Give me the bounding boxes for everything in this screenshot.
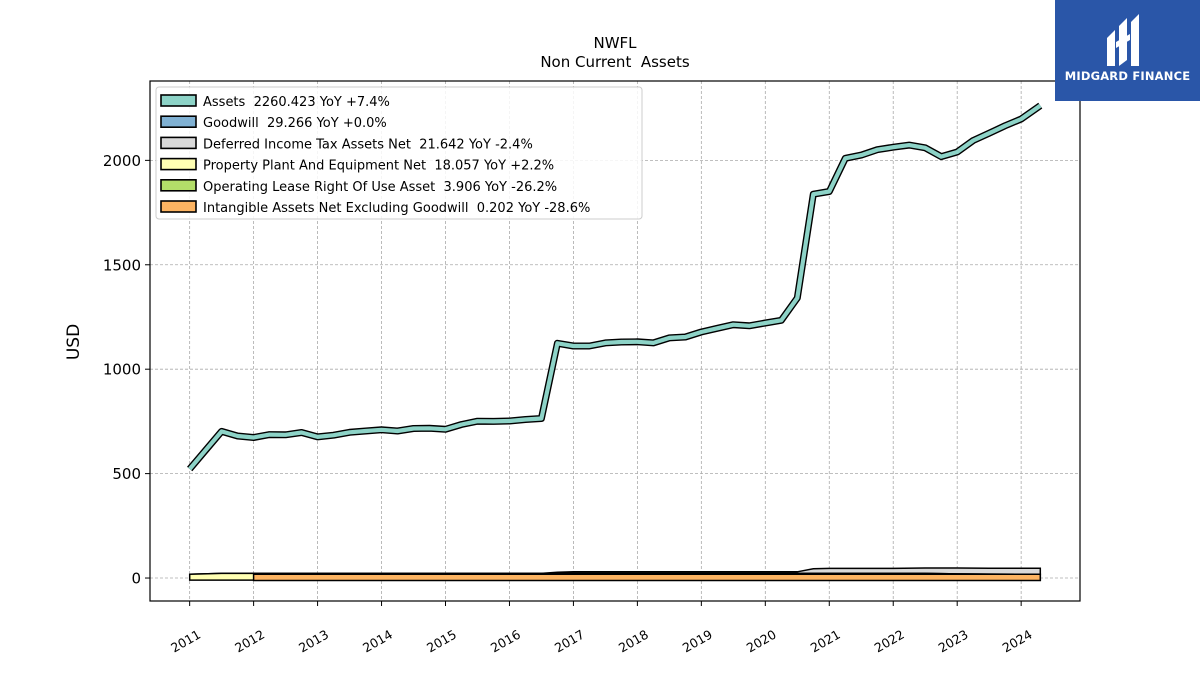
series-line-assets (188, 103, 1042, 471)
x-tick-label: 2014 (360, 627, 395, 656)
x-tick-label: 2017 (552, 627, 587, 656)
chart-subtitle: Non Current Assets (540, 53, 690, 71)
x-tick-label: 2012 (232, 627, 267, 656)
x-tick-label: 2011 (168, 627, 203, 656)
x-tick-label: 2021 (808, 627, 843, 656)
legend-swatch (160, 179, 197, 192)
plot-frame (149, 80, 1081, 602)
x-tick-label: 2024 (1000, 627, 1035, 656)
legend-label: Deferred Income Tax Assets Net 21.642 Yo… (203, 137, 533, 152)
x-tick-label: 2020 (744, 627, 779, 656)
x-tick-label: 2023 (936, 627, 971, 656)
x-tick-label: 2013 (296, 627, 331, 656)
y-tick-label: 1000 (103, 361, 141, 379)
stacked-areas (188, 567, 1042, 582)
legend-label: Property Plant And Equipment Net 18.057 … (203, 159, 554, 174)
legend-label: Goodwill 29.266 YoY +0.0% (203, 116, 387, 131)
midgard-logo-icon (1107, 14, 1139, 66)
x-tick-label: 2016 (488, 627, 523, 656)
legend-swatch (160, 200, 197, 213)
legend-box (155, 86, 643, 220)
legend-label: Assets 2260.423 YoY +7.4% (203, 95, 390, 110)
brand-logo: MIDGARD FINANCE (1055, 0, 1200, 101)
x-tick-label: 2022 (872, 627, 907, 656)
legend: Assets 2260.423 YoY +7.4% Goodwill 29.266… (155, 86, 643, 220)
y-axis-label: USD (64, 324, 84, 360)
y-tick-label: 500 (112, 465, 141, 483)
legend-label: Operating Lease Right Of Use Asset 3.906… (203, 180, 557, 195)
legend-swatch (160, 115, 197, 128)
area-intangible-assets (252, 573, 1042, 582)
y-tick-label: 1500 (103, 256, 141, 274)
legend-label: Intangible Assets Net Excluding Goodwill… (203, 201, 590, 216)
series-lines (187, 102, 1043, 472)
y-tick-label: 0 (131, 570, 141, 588)
chart-title: NWFL (593, 34, 637, 52)
legend-swatch (160, 157, 197, 171)
x-tick-label: 2018 (616, 627, 651, 656)
x-tick-label: 2015 (424, 627, 459, 656)
brand-name: MIDGARD FINANCE (1064, 69, 1191, 83)
legend-swatch (160, 94, 197, 107)
legend-swatch (160, 136, 197, 150)
y-tick-label: 2000 (103, 152, 141, 170)
x-tick-label: 2019 (680, 627, 715, 656)
